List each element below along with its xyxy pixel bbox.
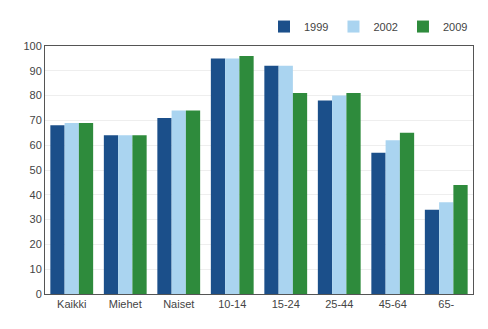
svg-text:65-: 65- (438, 298, 454, 310)
svg-text:100: 100 (23, 40, 41, 52)
svg-text:30: 30 (30, 213, 42, 225)
svg-text:20: 20 (30, 238, 42, 250)
svg-text:50: 50 (30, 164, 42, 176)
svg-text:0: 0 (36, 288, 42, 300)
svg-text:10: 10 (30, 263, 42, 275)
svg-text:2002: 2002 (373, 21, 397, 33)
svg-text:70: 70 (30, 114, 42, 126)
svg-text:80: 80 (30, 89, 42, 101)
svg-text:15-24: 15-24 (272, 298, 300, 310)
svg-text:Naiset: Naiset (163, 298, 194, 310)
svg-text:40: 40 (30, 189, 42, 201)
svg-text:90: 90 (30, 65, 42, 77)
svg-text:Kaikki: Kaikki (57, 298, 86, 310)
svg-text:2009: 2009 (443, 21, 467, 33)
svg-text:Miehet: Miehet (109, 298, 142, 310)
svg-text:45-64: 45-64 (379, 298, 407, 310)
svg-text:1999: 1999 (304, 21, 328, 33)
svg-text:10-14: 10-14 (218, 298, 246, 310)
svg-text:25-44: 25-44 (325, 298, 353, 310)
svg-text:60: 60 (30, 139, 42, 151)
